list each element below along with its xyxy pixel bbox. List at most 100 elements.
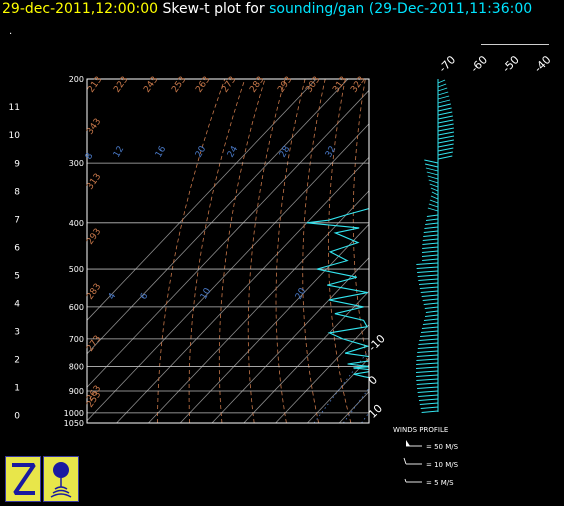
wind-barb [425, 167, 439, 172]
mixing-ratio-label: 6 [139, 291, 151, 301]
dry-adiabat-label: 313 [331, 75, 349, 95]
dry-adiabat-line [526, 79, 564, 423]
wind-barb [423, 234, 439, 237]
wind-barb [420, 334, 439, 337]
height-label: 6 [14, 243, 20, 253]
wind-barb [419, 402, 439, 405]
height-label: 11 [9, 103, 20, 113]
wind-barb [437, 143, 454, 148]
isotherm-line [371, 79, 564, 423]
isotherm-line [116, 156, 369, 423]
wind-barb [421, 410, 439, 413]
wind-barb [418, 342, 439, 345]
mixing-ratio-label: 8 [84, 151, 96, 161]
wind-barb [420, 330, 439, 333]
mixing-ratio-line [438, 163, 564, 423]
wind-barb [416, 358, 439, 361]
wind-barb [418, 278, 439, 281]
dry-adiabat-line [157, 79, 226, 423]
pressure-label: 400 [69, 219, 84, 228]
dry-adiabat-line [377, 79, 415, 423]
height-label: 4 [14, 299, 20, 309]
dry-adiabat-label: 343 [85, 117, 103, 137]
height-label: 7 [14, 215, 20, 225]
isotherm-line [87, 79, 349, 355]
pressure-label: 700 [69, 335, 84, 344]
dry-adiabat-line [444, 79, 512, 423]
wind-barb [424, 159, 439, 164]
isotherm-line [338, 391, 369, 423]
dry-adiabat-label: 273 [85, 334, 103, 354]
wind-barb [417, 274, 439, 277]
wind-barb [417, 350, 439, 353]
wind-barb [421, 250, 439, 253]
mixing-ratio-label: 20 [194, 144, 209, 159]
wind-barb [427, 175, 439, 180]
mixing-ratio-line [445, 163, 564, 423]
mixing-ratio-line [409, 163, 564, 423]
wind-barb [415, 366, 439, 369]
dry-adiabat-label: 213 [86, 75, 104, 95]
pressure-label: 300 [69, 159, 84, 168]
wind-barb [415, 370, 439, 373]
wind-barb [420, 290, 439, 293]
wind-barb [429, 199, 439, 204]
mixing-ratio-label: 24 [226, 144, 241, 159]
isotherm-line [148, 190, 369, 423]
wind-barb [423, 230, 439, 233]
mixing-ratio-line [420, 163, 564, 423]
isotherm-line [243, 290, 369, 423]
wind-barb [416, 354, 439, 357]
wind-barb [422, 238, 439, 241]
wind-barb [437, 123, 454, 128]
wind-barb [422, 322, 439, 325]
wind-barb [437, 95, 450, 100]
wind-barb [420, 406, 439, 409]
wind-barb [437, 83, 447, 88]
dry-adiabat-label: 253 [170, 75, 188, 95]
wind-barb [421, 294, 439, 297]
zebra-z-logo-icon [5, 456, 41, 502]
wind-barb [422, 298, 439, 301]
wind-barb [437, 103, 451, 108]
sounding-date: 29-dec-2011,12:00:00 [2, 1, 159, 17]
wind-barb [428, 179, 439, 184]
wind-barb [417, 346, 439, 349]
wind-barb [422, 246, 439, 249]
wind-legend-label: = 10 M/S [426, 461, 459, 469]
dry-adiabat-label: 313 [85, 172, 103, 192]
wind-barb [416, 262, 439, 265]
wind-barb [416, 362, 439, 365]
isotherm-line [87, 79, 317, 321]
dry-adiabat-label: 283 [248, 75, 266, 95]
mixing-ratio-line [375, 163, 564, 423]
dry-adiabat-label: 243 [142, 75, 160, 95]
wind-barb [418, 394, 439, 397]
wind-barb [419, 282, 439, 285]
wind-barb [437, 127, 454, 132]
wind-barb [425, 310, 439, 313]
wind-legend-halfbarb [404, 478, 407, 483]
mixing-ratio-line [386, 163, 564, 423]
mixing-ratio-label: 20 [294, 286, 309, 301]
dry-adiabat-label: 273 [220, 75, 238, 95]
wind-barb [426, 171, 439, 176]
mixing-ratio-label: 28 [278, 144, 293, 159]
dry-adiabat-label: 283 [85, 282, 103, 302]
isotherm-line [275, 324, 369, 423]
wind-barb [425, 218, 439, 221]
wind-legend-barb [403, 457, 407, 465]
dry-adiabat-line [328, 79, 352, 423]
wind-barb [421, 326, 439, 329]
mixing-ratio-label: 4 [107, 291, 119, 301]
title-divider [481, 44, 549, 45]
wind-barb [437, 147, 454, 152]
wind-barb [430, 195, 439, 200]
wind-barb [421, 254, 439, 257]
plot-frame [86, 78, 370, 424]
mixing-ratio-line [430, 163, 564, 423]
height-label: 5 [14, 271, 20, 281]
wind-barb [417, 386, 439, 389]
wind-barb [437, 115, 453, 120]
wind-legend-flag [406, 440, 410, 446]
